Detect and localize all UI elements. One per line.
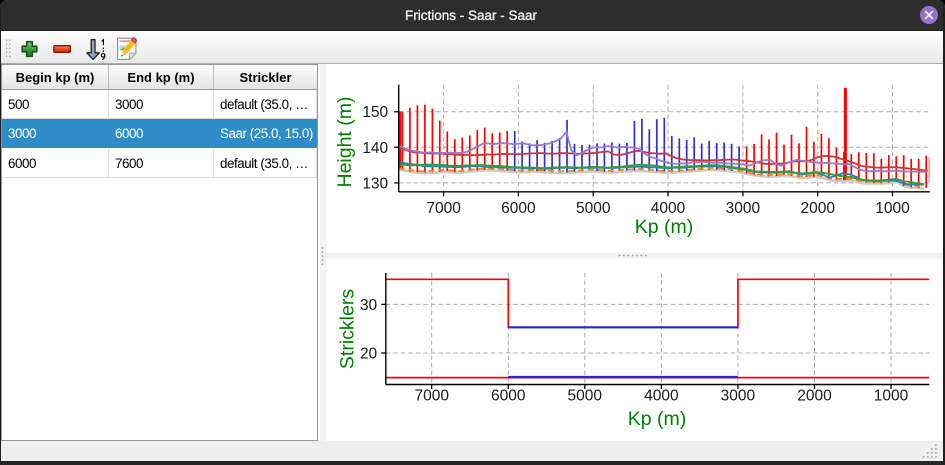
svg-text:6000: 6000 [501, 200, 536, 217]
svg-text:6000: 6000 [491, 388, 526, 405]
svg-text:20: 20 [360, 346, 378, 363]
svg-text:130: 130 [362, 175, 388, 192]
svg-text:5000: 5000 [568, 388, 603, 405]
svg-text:3000: 3000 [721, 388, 756, 405]
svg-text:5000: 5000 [576, 200, 611, 217]
svg-text:4000: 4000 [644, 388, 679, 405]
svg-text:7000: 7000 [414, 388, 449, 405]
svg-text:Stricklers: Stricklers [337, 289, 359, 369]
svg-text:1000: 1000 [875, 200, 910, 217]
svg-text:Height (m): Height (m) [334, 96, 356, 187]
svg-text:2000: 2000 [797, 388, 832, 405]
svg-text:140: 140 [362, 140, 388, 157]
svg-text:3000: 3000 [726, 200, 761, 217]
svg-text:7000: 7000 [426, 200, 461, 217]
svg-text:2000: 2000 [800, 200, 835, 217]
svg-text:4000: 4000 [651, 200, 686, 217]
svg-text:30: 30 [360, 297, 378, 314]
svg-text:Kp (m): Kp (m) [635, 216, 694, 238]
svg-text:Kp (m): Kp (m) [628, 408, 687, 430]
svg-text:1000: 1000 [874, 388, 909, 405]
svg-text:150: 150 [362, 104, 388, 121]
